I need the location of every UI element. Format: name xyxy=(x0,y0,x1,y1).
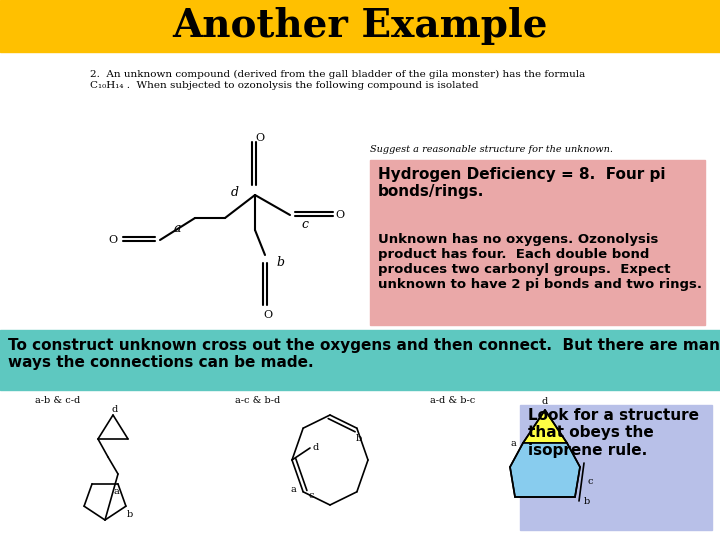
Text: O: O xyxy=(264,310,273,320)
Text: Another Example: Another Example xyxy=(172,7,548,45)
Text: Unknown has no oxygens. Ozonolysis
product has four.  Each double bond
produces : Unknown has no oxygens. Ozonolysis produ… xyxy=(378,233,702,291)
Text: c: c xyxy=(302,219,308,232)
Polygon shape xyxy=(523,410,567,443)
Text: a-b & c-d: a-b & c-d xyxy=(35,396,80,405)
Text: O: O xyxy=(256,133,264,143)
Text: Look for a structure
that obeys the
isoprene rule.: Look for a structure that obeys the isop… xyxy=(528,408,699,458)
Text: a-c & b-d: a-c & b-d xyxy=(235,396,280,405)
Text: Suggest a reasonable structure for the unknown.: Suggest a reasonable structure for the u… xyxy=(370,145,613,154)
Text: d: d xyxy=(542,397,548,407)
Text: b: b xyxy=(356,434,362,443)
Text: c: c xyxy=(588,477,593,487)
Text: O: O xyxy=(336,210,345,220)
Text: c: c xyxy=(308,490,314,500)
Text: b: b xyxy=(127,510,133,519)
Bar xyxy=(370,225,705,325)
Text: b: b xyxy=(584,497,590,507)
Text: a: a xyxy=(510,438,516,448)
Text: d: d xyxy=(313,443,319,453)
Text: a-d & b-c: a-d & b-c xyxy=(430,396,475,405)
Text: d: d xyxy=(112,404,118,414)
Text: a: a xyxy=(290,485,296,494)
Text: d: d xyxy=(231,186,239,199)
Bar xyxy=(370,160,705,225)
Text: b: b xyxy=(276,255,284,268)
Text: To construct unknown cross out the oxygens and then connect.  But there are many: To construct unknown cross out the oxyge… xyxy=(8,338,720,370)
Text: O: O xyxy=(109,235,117,245)
Bar xyxy=(520,405,712,530)
Text: Hydrogen Deficiency = 8.  Four pi
bonds/rings.: Hydrogen Deficiency = 8. Four pi bonds/r… xyxy=(378,167,665,199)
Text: 2.  An unknown compound (derived from the gall bladder of the gila monster) has : 2. An unknown compound (derived from the… xyxy=(90,70,585,90)
Polygon shape xyxy=(510,443,580,497)
Bar xyxy=(0,0,720,52)
Text: a: a xyxy=(113,487,119,496)
Bar xyxy=(0,330,720,390)
Text: a: a xyxy=(174,221,181,234)
